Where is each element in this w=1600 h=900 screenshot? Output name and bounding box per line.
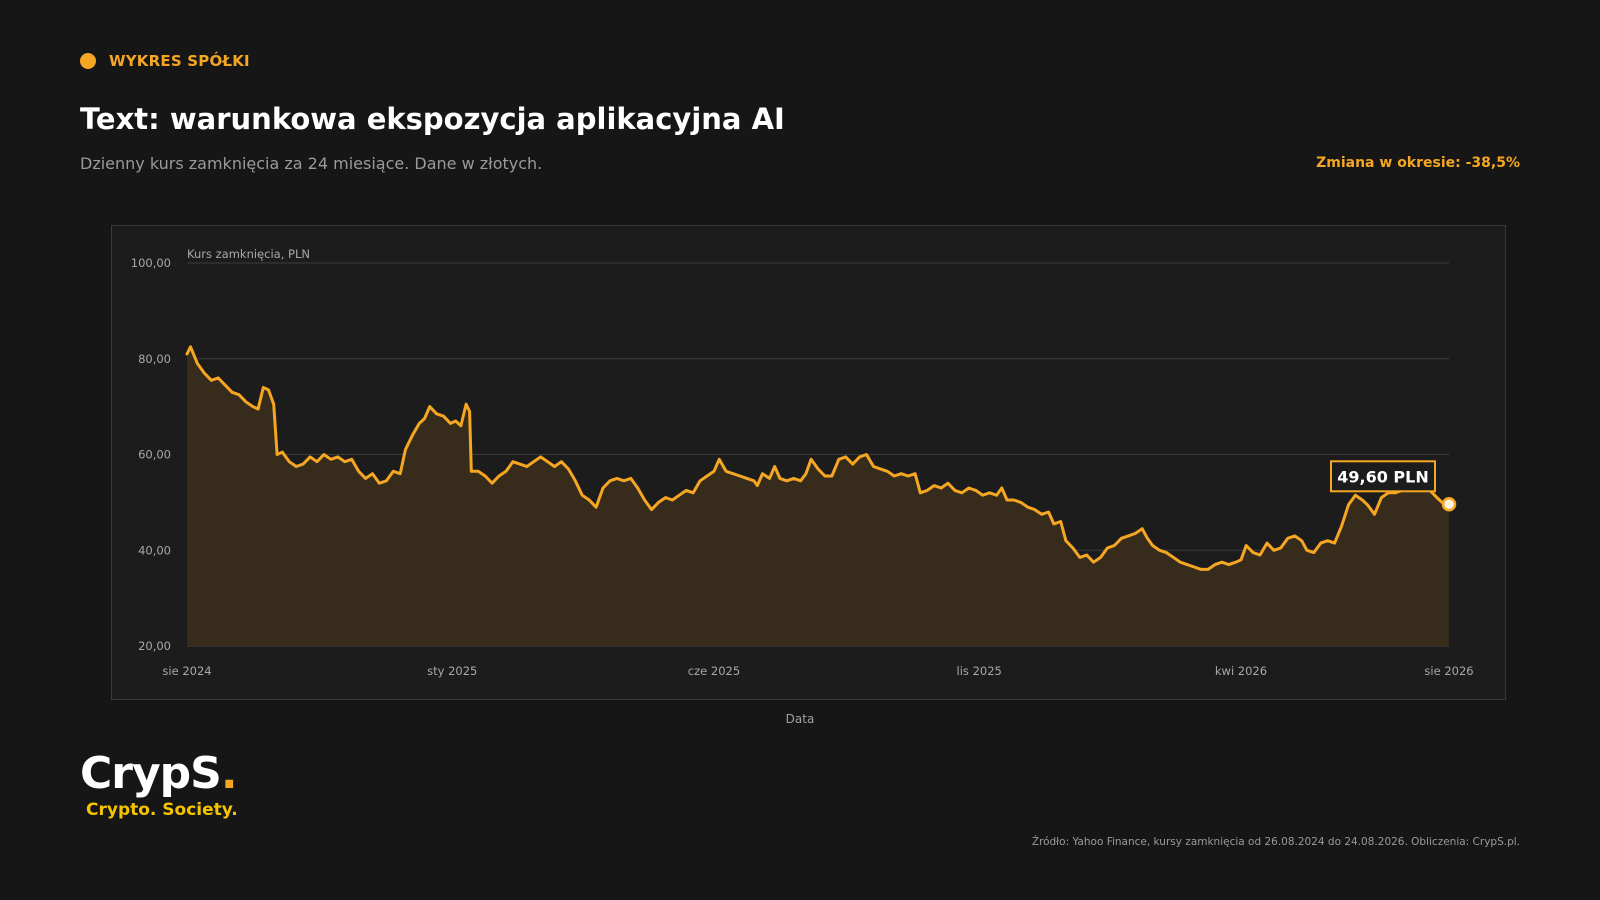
last-price-annotation: 49,60 PLN (1330, 460, 1457, 512)
logo-name: CrypS (80, 748, 222, 799)
x-tick-label: sie 2024 (162, 664, 211, 678)
annotation-label: 49,60 PLN (1337, 467, 1429, 486)
price-chart: Kurs zamknięcia, PLN 20,00 40,00 60,00 80,0… (131, 247, 1474, 678)
y-tick-label: 60,00 (138, 448, 171, 462)
x-tick-label: lis 2025 (957, 664, 1002, 678)
period-change-label: Zmiana w okresie: -38,5% (1316, 155, 1520, 171)
section-tag: WYKRES SPÓŁKI (80, 52, 250, 70)
x-tick-label: kwi 2026 (1215, 664, 1267, 678)
x-tick-labels: sie 2024 sty 2025 cze 2025 lis 2025 kwi 2026… (162, 664, 1473, 678)
y-axis-label: Kurs zamknięcia, PLN (187, 247, 310, 261)
tag-label: WYKRES SPÓŁKI (109, 52, 250, 70)
x-tick-label: sty 2025 (427, 664, 477, 678)
source-note: Źródło: Yahoo Finance, kursy zamknięcia … (1031, 836, 1520, 848)
page-subtitle: Dzienny kurs zamknięcia za 24 miesiące. … (80, 154, 543, 173)
x-tick-label: cze 2025 (688, 664, 740, 678)
x-tick-label: sie 2026 (1424, 664, 1473, 678)
logo-wordmark: CrypS. (80, 752, 238, 796)
x-axis-label: Data (785, 712, 815, 726)
brand-logo: CrypS. Crypto. Society. (80, 752, 238, 821)
y-tick-label: 100,00 (131, 256, 171, 270)
page-title: Text: warunkowa ekspozycja aplikacyjna A… (80, 102, 785, 136)
y-tick-label: 40,00 (138, 543, 171, 557)
annotation-box (1330, 460, 1436, 493)
price-area (187, 346, 1449, 646)
logo-dot: . (220, 748, 238, 799)
chart-panel: Kurs zamknięcia, PLN 20,00 40,00 60,00 80,0… (111, 225, 1506, 700)
y-tick-labels: 20,00 40,00 60,00 80,00 100,00 (131, 256, 171, 653)
price-line (185, 345, 1451, 571)
y-tick-label: 80,00 (138, 352, 171, 366)
last-point-marker (1441, 497, 1457, 512)
y-tick-label: 20,00 (138, 639, 171, 653)
logo-tagline: Crypto. Society. (86, 800, 238, 820)
tag-dot-icon (80, 53, 96, 69)
